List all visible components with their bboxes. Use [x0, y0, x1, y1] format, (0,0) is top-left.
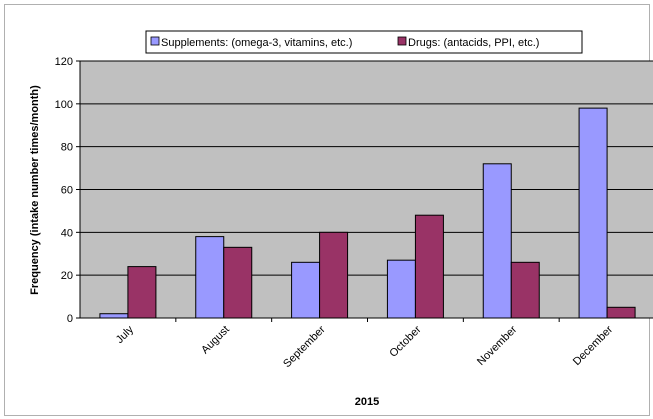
legend-swatch-drugs — [397, 36, 407, 46]
legend-label-drugs: Drugs: (antacids, PPI, etc.) — [408, 37, 539, 49]
bar-drugs-july — [127, 266, 157, 319]
bar-drugs-november — [510, 261, 540, 319]
y-tick-label: 80 — [61, 142, 73, 154]
y-tick-label: 20 — [61, 270, 73, 282]
x-axis-ticks: July August September October November Decemb… — [114, 318, 616, 370]
legend-label-supplements: Supplements: (omega-3, vitamins, etc.) — [161, 37, 352, 49]
bar-supplements-september — [291, 261, 321, 319]
bar-supplements-july — [99, 313, 129, 319]
x-tick-label: December — [571, 323, 616, 368]
y-tick-label: 100 — [55, 99, 73, 111]
y-axis-title: Frequency (intake number times/month) — [29, 85, 41, 295]
bar-drugs-december — [606, 306, 636, 319]
x-tick-label: October — [387, 323, 423, 359]
bars — [99, 107, 636, 319]
y-tick-label: 60 — [61, 185, 73, 197]
y-tick-label: 120 — [55, 56, 73, 68]
y-axis-ticks: 0 20 40 60 80 100 120 — [55, 56, 80, 325]
bar-supplements-december — [578, 107, 608, 319]
bar-drugs-august — [223, 246, 253, 319]
x-tick-label: August — [199, 324, 232, 357]
y-tick-label: 40 — [61, 227, 73, 239]
bar-supplements-november — [482, 163, 512, 319]
legend: Supplements: (omega-3, vitamins, etc.) D… — [145, 30, 583, 54]
x-tick-label: November — [475, 323, 520, 368]
x-tick-label: July — [114, 323, 137, 346]
gridlines — [80, 60, 653, 276]
legend-box — [145, 30, 583, 54]
bar-supplements-august — [195, 236, 225, 319]
x-tick-label: September — [281, 323, 328, 370]
bar-supplements-october — [386, 259, 416, 319]
bar-drugs-october — [414, 214, 444, 319]
y-tick-label: 0 — [67, 313, 73, 325]
x-axis-title: 2015 — [355, 396, 379, 408]
bar-drugs-september — [319, 231, 349, 319]
legend-swatch-supplements — [150, 36, 160, 46]
